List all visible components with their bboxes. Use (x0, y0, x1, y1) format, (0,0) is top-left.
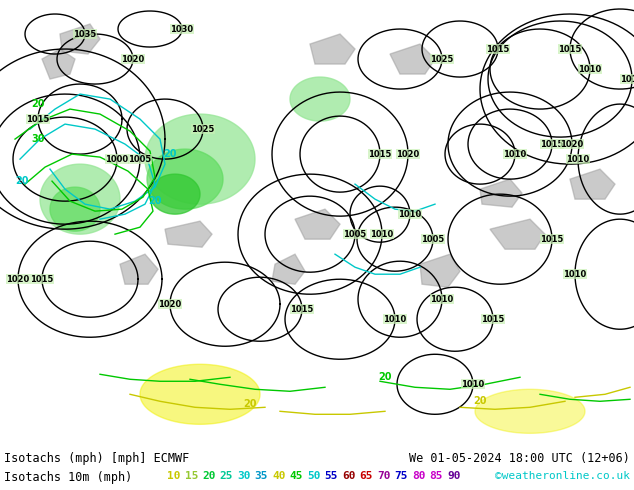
Text: 80: 80 (412, 471, 425, 481)
Polygon shape (570, 169, 615, 199)
Text: Isotachs 10m (mph): Isotachs 10m (mph) (4, 471, 133, 484)
Text: 55: 55 (325, 471, 338, 481)
Text: 1020: 1020 (6, 275, 30, 284)
Text: 1035: 1035 (74, 29, 96, 39)
Text: 1025: 1025 (430, 54, 454, 64)
Text: 1020: 1020 (560, 140, 584, 148)
Polygon shape (150, 174, 200, 214)
Polygon shape (290, 77, 350, 121)
Text: 1010: 1010 (462, 380, 484, 389)
Polygon shape (42, 49, 75, 79)
Polygon shape (165, 221, 212, 247)
Text: 30: 30 (237, 471, 250, 481)
Text: 20: 20 (243, 399, 257, 409)
Polygon shape (420, 254, 460, 287)
Text: 90: 90 (447, 471, 460, 481)
Text: 20: 20 (148, 196, 162, 206)
Text: 1020: 1020 (121, 54, 145, 64)
Text: 1015: 1015 (368, 149, 392, 159)
Text: 1015: 1015 (290, 305, 314, 314)
Text: 1015: 1015 (30, 275, 54, 284)
Text: 10: 10 (167, 471, 181, 481)
Text: 35: 35 (254, 471, 268, 481)
Text: 45: 45 (290, 471, 303, 481)
Text: 1010: 1010 (566, 155, 590, 164)
Text: 1005: 1005 (344, 230, 366, 239)
Text: 20: 20 (202, 471, 216, 481)
Text: 1010: 1010 (430, 294, 453, 304)
Text: 1015: 1015 (27, 115, 49, 123)
Text: 65: 65 (359, 471, 373, 481)
Text: 30: 30 (31, 134, 45, 144)
Text: We 01-05-2024 18:00 UTC (12+06): We 01-05-2024 18:00 UTC (12+06) (409, 452, 630, 466)
Text: 1020: 1020 (158, 300, 181, 309)
Text: 1010: 1010 (564, 270, 586, 279)
Polygon shape (140, 364, 260, 424)
Text: 20: 20 (15, 176, 29, 186)
Text: 1015: 1015 (540, 235, 564, 244)
Polygon shape (272, 254, 305, 284)
Text: 20: 20 (378, 372, 392, 382)
Text: 1010: 1010 (503, 149, 527, 159)
Polygon shape (490, 219, 545, 249)
Text: 1005: 1005 (422, 235, 444, 244)
Polygon shape (480, 179, 522, 207)
Text: 15: 15 (184, 471, 198, 481)
Text: 1000: 1000 (105, 155, 129, 164)
Text: 1010: 1010 (384, 315, 406, 324)
Text: 1010: 1010 (370, 230, 394, 239)
Polygon shape (120, 254, 158, 284)
Polygon shape (390, 44, 435, 74)
Text: 1010: 1010 (578, 65, 602, 74)
Text: 1015: 1015 (620, 74, 634, 84)
Polygon shape (147, 149, 223, 209)
Polygon shape (310, 34, 355, 64)
Text: 70: 70 (377, 471, 391, 481)
Text: 40: 40 (272, 471, 285, 481)
Polygon shape (295, 209, 340, 239)
Text: 20: 20 (473, 396, 487, 406)
Text: 25: 25 (219, 471, 233, 481)
Text: 1015: 1015 (559, 45, 581, 53)
Text: 1015: 1015 (481, 315, 505, 324)
Text: 85: 85 (429, 471, 443, 481)
Text: 1015: 1015 (540, 140, 564, 148)
Text: 1030: 1030 (171, 24, 193, 33)
Polygon shape (50, 187, 100, 231)
Text: Isotachs (mph) [mph] ECMWF: Isotachs (mph) [mph] ECMWF (4, 452, 190, 466)
Polygon shape (60, 24, 100, 54)
Text: 50: 50 (307, 471, 321, 481)
Text: 1025: 1025 (191, 124, 215, 134)
Text: 1015: 1015 (486, 45, 510, 53)
Polygon shape (145, 114, 255, 204)
Text: 1005: 1005 (128, 155, 152, 164)
Text: 20: 20 (31, 99, 45, 109)
Polygon shape (40, 164, 120, 234)
Text: 60: 60 (342, 471, 356, 481)
Text: 1010: 1010 (398, 210, 422, 219)
Polygon shape (475, 389, 585, 433)
Text: 20: 20 (163, 149, 177, 159)
Text: 1020: 1020 (396, 149, 420, 159)
Text: 75: 75 (394, 471, 408, 481)
Text: ©weatheronline.co.uk: ©weatheronline.co.uk (495, 471, 630, 481)
